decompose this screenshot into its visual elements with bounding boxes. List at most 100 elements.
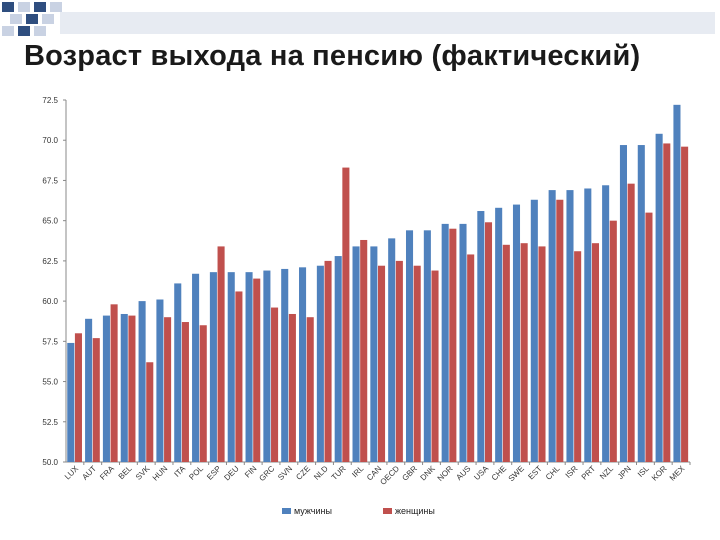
x-tick-label-usa: USA (472, 464, 490, 482)
x-tick-label-aus: AUS (454, 464, 472, 482)
bar-women-lux (74, 333, 82, 462)
bar-men-nld (316, 265, 324, 462)
bar-women-che (502, 244, 510, 462)
bar-women-hun (164, 317, 172, 462)
corner-square (18, 26, 30, 36)
bar-chart: 50.0 52.5 55.0 57.5 60.0 62.5 65.0 67.5 70.0 72.5… (42, 96, 691, 487)
x-tick-label-chl: CHL (544, 464, 562, 482)
bar-women-usa (484, 222, 493, 462)
x-tick-label-isl: ISL (636, 464, 651, 479)
x-tick-label-kor: KOR (650, 464, 669, 483)
legend-swatch-women (383, 508, 392, 514)
bar-men-chl (548, 190, 556, 462)
x-tick-label-est: EST (526, 464, 543, 481)
bar-women-nor (449, 228, 457, 462)
bar-men-gbr (405, 230, 414, 462)
y-tick-label: 62.5 (42, 257, 58, 266)
bar-men-aus (459, 223, 467, 462)
bar-men-bel (120, 313, 128, 462)
bar-men-pol (192, 273, 200, 462)
x-tick-label-lux: LUX (63, 464, 81, 482)
bar-women-grc (271, 307, 279, 462)
x-tick-label-bel: BEL (117, 464, 134, 481)
chart-legend: мужчины женщины (0, 506, 720, 520)
bar-men-che (495, 207, 503, 462)
bar-men-lux (67, 342, 75, 462)
header-band (60, 12, 715, 34)
corner-square (42, 14, 54, 24)
x-tick-label-fra: FRA (98, 464, 116, 482)
bar-men-kor (655, 133, 663, 462)
bar-women-mex (681, 146, 689, 462)
bar-men-jpn (619, 145, 627, 462)
bar-women-esp (217, 246, 225, 462)
x-tick-label-tur: TUR (330, 464, 348, 482)
x-tick-label-hun: HUN (151, 464, 170, 483)
bar-men-usa (477, 211, 485, 462)
corner-square (50, 2, 62, 12)
x-tick-label-fin: FIN (243, 464, 259, 480)
legend-label-women: женщины (395, 506, 435, 516)
bar-men-nor (441, 223, 449, 462)
bar-women-irl (360, 239, 368, 462)
corner-square (18, 2, 30, 12)
x-tick-label-jpn: JPN (616, 464, 633, 481)
bar-women-aus (467, 254, 475, 462)
y-tick-label: 72.5 (42, 96, 58, 105)
bar-women-gbr (413, 265, 421, 462)
y-tick-label: 52.5 (42, 418, 58, 427)
x-tick-label-pol: POL (187, 464, 205, 482)
bar-men-cze (299, 267, 307, 462)
bar-men-oecd (388, 238, 396, 462)
bar-women-tur (342, 167, 350, 462)
x-tick-label-irl: IRL (350, 464, 366, 480)
x-tick-label-aut: AUT (80, 464, 98, 482)
corner-square (2, 2, 14, 12)
bar-men-prt (584, 188, 592, 462)
corner-decoration (2, 2, 715, 36)
bar-men-hun (156, 299, 164, 462)
legend-label-men: мужчины (294, 506, 332, 516)
x-tick-label-swe: SWE (507, 464, 526, 483)
bar-men-ita (174, 283, 182, 462)
bar-men-can (370, 246, 378, 462)
bar-women-cze (306, 317, 314, 462)
bar-men-fin (245, 272, 253, 462)
x-tick-label-nzl: NZL (598, 464, 615, 481)
bar-women-svk (146, 362, 154, 462)
bar-men-dnk (423, 230, 431, 462)
legend-swatch-men (282, 508, 291, 514)
bar-women-fra (110, 304, 118, 462)
x-tick-label-mex: MEX (668, 464, 687, 483)
bar-women-isr (574, 251, 582, 462)
bar-men-aut (85, 318, 93, 462)
x-tick-label-nld: NLD (312, 464, 330, 482)
bar-women-swe (520, 243, 528, 462)
x-tick-label-svk: SVK (134, 464, 152, 482)
bar-women-jpn (627, 183, 635, 462)
bar-women-est (538, 246, 546, 462)
x-tick-label-oecd: OECD (378, 464, 401, 487)
bar-men-svk (138, 301, 146, 462)
bar-women-isl (645, 212, 653, 462)
bar-men-irl (352, 246, 360, 462)
x-tick-label-che: CHE (490, 464, 508, 482)
x-tick-label-grc: GRC (257, 464, 276, 483)
bar-women-chl (556, 199, 564, 463)
bar-men-swe (512, 204, 521, 463)
bar-women-nzl (609, 220, 617, 462)
x-tick-label-ita: ITA (172, 464, 187, 479)
bar-women-can (378, 265, 386, 462)
bar-women-dnk (431, 270, 439, 462)
y-tick-label: 65.0 (42, 217, 58, 226)
bar-women-oecd (395, 260, 403, 462)
legend-item-women: женщины (383, 506, 435, 516)
x-tick-label-deu: DEU (222, 464, 240, 482)
x-tick-label-prt: PRT (580, 464, 598, 482)
bar-men-esp (209, 272, 217, 462)
corner-square (2, 26, 14, 36)
bar-men-fra (102, 315, 110, 462)
bar-women-prt (591, 243, 600, 462)
bar-women-pol (199, 325, 207, 462)
x-tick-label-nor: NOR (436, 464, 455, 483)
